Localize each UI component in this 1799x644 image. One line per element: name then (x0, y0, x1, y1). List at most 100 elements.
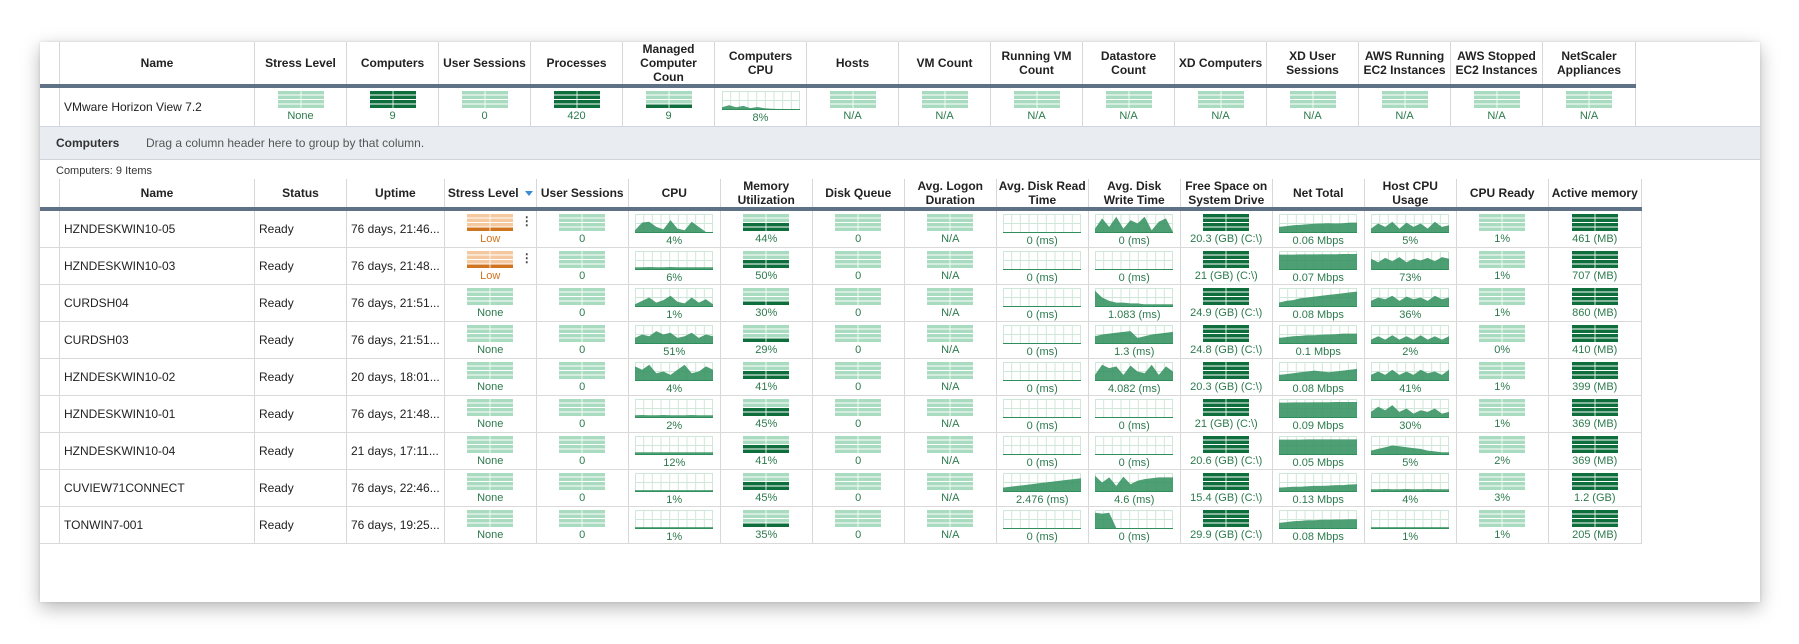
cell-logon[interactable]: N/A (904, 358, 997, 396)
column-header-disk_write[interactable]: Avg. Disk Write Time (1088, 179, 1181, 211)
cell-hosts[interactable]: N/A (806, 86, 899, 127)
cell-stress[interactable]: None (444, 284, 537, 322)
row-selector[interactable] (40, 506, 60, 544)
column-header-uptime[interactable]: Uptime (346, 179, 445, 211)
cell-cpu[interactable]: 12% (628, 432, 721, 470)
cell-active_mem[interactable]: 860 (MB) (1548, 284, 1642, 322)
cell-memory[interactable]: 41% (720, 358, 813, 396)
cell-cpu[interactable]: 1% (628, 469, 721, 507)
cell-cpu_ready[interactable]: 1% (1456, 209, 1549, 248)
cell-memory[interactable]: 50% (720, 247, 813, 285)
column-header-disk_queue[interactable]: Disk Queue (812, 179, 905, 211)
column-header-managed[interactable]: Managed Computer Coun (622, 42, 715, 88)
cell-user_sessions[interactable]: 0 (536, 247, 629, 285)
cell-net_total[interactable]: 0.05 Mbps (1272, 432, 1365, 470)
cell-stress[interactable]: None (254, 86, 347, 127)
cell-status[interactable]: Ready (254, 209, 347, 248)
cell-stress[interactable]: None (444, 321, 537, 359)
cell-computers_cpu[interactable]: 8% (714, 86, 807, 127)
column-header-name[interactable]: Name (59, 42, 255, 88)
cell-cpu_ready[interactable]: 1% (1456, 506, 1549, 544)
cell-stress[interactable]: None (444, 432, 537, 470)
group-by-bar[interactable]: Computers Drag a column header here to g… (40, 126, 1760, 160)
table-row[interactable]: CURDSH04 Ready 76 days, 21:51... None 0 1% 30%… (40, 284, 1642, 322)
cell-cpu[interactable]: 4% (628, 358, 721, 396)
cell-host_cpu[interactable]: 5% (1364, 432, 1457, 470)
row-selector[interactable] (40, 395, 60, 433)
cell-cpu_ready[interactable]: 1% (1456, 395, 1549, 433)
cell-free_space[interactable]: 21 (GB) (C:\) (1180, 395, 1273, 433)
column-header-stress[interactable]: Stress Level (444, 179, 537, 211)
cell-memory[interactable]: 29% (720, 321, 813, 359)
cell-disk_write[interactable]: 1.3 (ms) (1088, 321, 1181, 359)
cell-name[interactable]: VMware Horizon View 7.2 (59, 86, 255, 127)
cell-status[interactable]: Ready (254, 247, 347, 285)
cell-processes[interactable]: 420 (530, 86, 623, 127)
cell-logon[interactable]: N/A (904, 395, 997, 433)
cell-status[interactable]: Ready (254, 506, 347, 544)
cell-active_mem[interactable]: 461 (MB) (1548, 209, 1642, 248)
cell-host_cpu[interactable]: 5% (1364, 209, 1457, 248)
cell-user_sessions[interactable]: 0 (536, 358, 629, 396)
cell-free_space[interactable]: 15.4 (GB) (C:\) (1180, 469, 1273, 507)
row-selector[interactable] (40, 469, 60, 507)
column-header-vm_count[interactable]: VM Count (898, 42, 991, 88)
row-selector[interactable] (40, 209, 60, 248)
cell-uptime[interactable]: 76 days, 21:51... (346, 284, 445, 322)
cell-user_sessions[interactable]: 0 (536, 321, 629, 359)
cell-disk_queue[interactable]: 0 (812, 506, 905, 544)
cell-status[interactable]: Ready (254, 358, 347, 396)
cell-name[interactable]: HZNDESKWIN10-03 (59, 247, 255, 285)
column-header-computers[interactable]: Computers (346, 42, 439, 88)
column-header-user_sessions[interactable]: User Sessions (536, 179, 629, 211)
cell-disk_read[interactable]: 2.476 (ms) (996, 469, 1089, 507)
cell-free_space[interactable]: 24.9 (GB) (C:\) (1180, 284, 1273, 322)
cell-cpu[interactable]: 51% (628, 321, 721, 359)
row-selector[interactable] (40, 42, 60, 88)
column-header-cpu[interactable]: CPU (628, 179, 721, 211)
cell-net_total[interactable]: 0.13 Mbps (1272, 469, 1365, 507)
cell-name[interactable]: CURDSH04 (59, 284, 255, 322)
column-header-processes[interactable]: Processes (530, 42, 623, 88)
sort-desc-icon[interactable] (524, 191, 533, 197)
cell-memory[interactable]: 45% (720, 469, 813, 507)
cell-free_space[interactable]: 20.3 (GB) (C:\) (1180, 358, 1273, 396)
cell-disk_read[interactable]: 0 (ms) (996, 506, 1089, 544)
cell-uptime[interactable]: 76 days, 22:46... (346, 469, 445, 507)
cell-disk_queue[interactable]: 0 (812, 469, 905, 507)
table-row[interactable]: HZNDESKWIN10-03 Ready 76 days, 21:48... ⋮ Lo… (40, 247, 1642, 285)
cell-name[interactable]: HZNDESKWIN10-05 (59, 209, 255, 248)
cell-stress[interactable]: ⋮ Low (444, 209, 537, 248)
cell-disk_read[interactable]: 0 (ms) (996, 432, 1089, 470)
cell-disk_read[interactable]: 0 (ms) (996, 209, 1089, 248)
cell-user_sessions[interactable]: 0 (536, 284, 629, 322)
cell-stress[interactable]: None (444, 395, 537, 433)
column-header-active_mem[interactable]: Active memory (1548, 179, 1642, 211)
cell-disk_queue[interactable]: 0 (812, 358, 905, 396)
cell-disk_queue[interactable]: 0 (812, 395, 905, 433)
table-row[interactable]: HZNDESKWIN10-01 Ready 76 days, 21:48... Non… (40, 395, 1642, 433)
cell-uptime[interactable]: 76 days, 21:46... (346, 209, 445, 248)
cell-memory[interactable]: 45% (720, 395, 813, 433)
cell-disk_write[interactable]: 0 (ms) (1088, 247, 1181, 285)
row-selector[interactable] (40, 247, 60, 285)
cell-name[interactable]: HZNDESKWIN10-02 (59, 358, 255, 396)
cell-logon[interactable]: N/A (904, 247, 997, 285)
cell-host_cpu[interactable]: 4% (1364, 469, 1457, 507)
cell-cpu[interactable]: 1% (628, 506, 721, 544)
table-row[interactable]: HZNDESKWIN10-04 Ready 21 days, 17:11... Non… (40, 432, 1642, 470)
cell-logon[interactable]: N/A (904, 469, 997, 507)
cell-cpu_ready[interactable]: 2% (1456, 432, 1549, 470)
table-row[interactable]: TONWIN7-001 Ready 76 days, 19:25... None 0 1%… (40, 506, 1642, 544)
column-header-netscaler[interactable]: NetScaler Appliances (1542, 42, 1636, 88)
cell-disk_read[interactable]: 0 (ms) (996, 247, 1089, 285)
cell-free_space[interactable]: 20.3 (GB) (C:\) (1180, 209, 1273, 248)
more-options-icon[interactable]: ⋮ (520, 251, 533, 265)
row-selector[interactable] (40, 86, 60, 127)
cell-net_total[interactable]: 0.09 Mbps (1272, 395, 1365, 433)
cell-netscaler[interactable]: N/A (1542, 86, 1636, 127)
cell-uptime[interactable]: 76 days, 21:48... (346, 247, 445, 285)
cell-stress[interactable]: ⋮ Low (444, 247, 537, 285)
cell-cpu_ready[interactable]: 1% (1456, 358, 1549, 396)
cell-host_cpu[interactable]: 41% (1364, 358, 1457, 396)
